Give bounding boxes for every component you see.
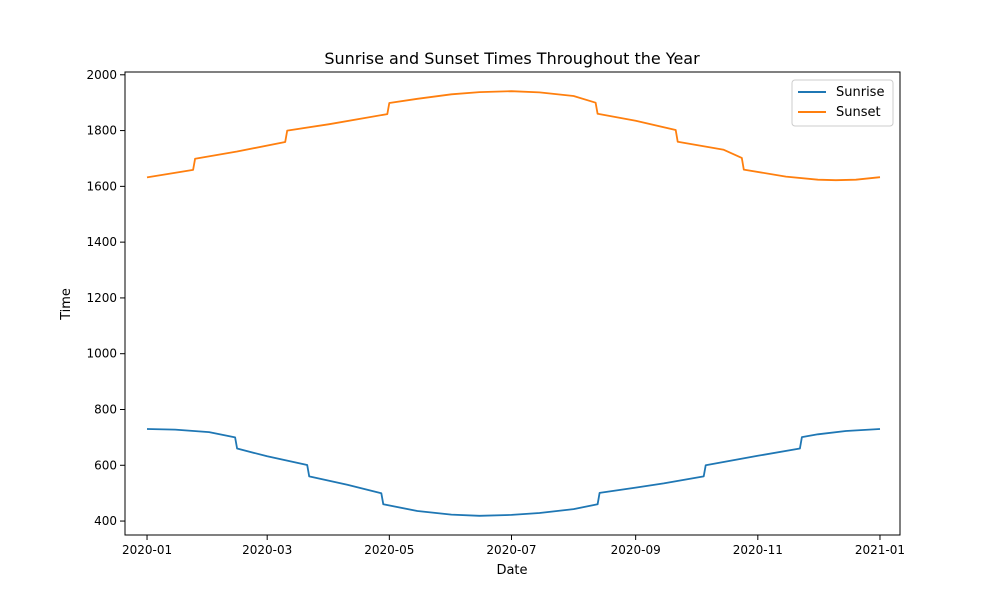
x-tick-label: 2020-11 (733, 543, 783, 557)
legend-label-sunset: Sunset (836, 105, 881, 120)
x-axis: 2020-01 2020-03 2020-05 2020-07 2020-09 2020-… (122, 535, 905, 557)
x-tick-label: 2020-09 (611, 543, 661, 557)
y-tick-label: 1400 (86, 235, 117, 249)
y-tick-label: 600 (94, 458, 117, 472)
y-tick-label: 1600 (86, 179, 117, 193)
x-tick-label: 2020-07 (486, 543, 536, 557)
plot-area (124, 71, 901, 536)
legend-label-sunrise: Sunrise (836, 85, 884, 100)
y-axis: 400 600 800 1000 1200 1400 1600 1800 2000 (86, 68, 125, 528)
y-tick-label: 1000 (86, 347, 117, 361)
chart-title: Sunrise and Sunset Times Throughout the … (324, 49, 700, 68)
legend: Sunrise Sunset (791, 79, 894, 127)
series-line-sunrise (146, 428, 881, 517)
x-tick-label: 2020-03 (242, 543, 292, 557)
y-tick-label: 400 (94, 514, 117, 528)
x-tick-label: 2020-05 (364, 543, 414, 557)
x-tick-label: 2021-01 (855, 543, 905, 557)
y-tick-label: 1200 (86, 291, 117, 305)
plot-frame (124, 71, 901, 536)
x-tick-label: 2020-01 (122, 543, 172, 557)
y-tick-label: 1800 (86, 124, 117, 138)
y-tick-label: 800 (94, 402, 117, 416)
y-tick-label: 2000 (86, 68, 117, 82)
series-line-sunset (146, 90, 881, 182)
y-axis-label: Time (59, 288, 74, 321)
x-axis-label: Date (496, 563, 527, 578)
